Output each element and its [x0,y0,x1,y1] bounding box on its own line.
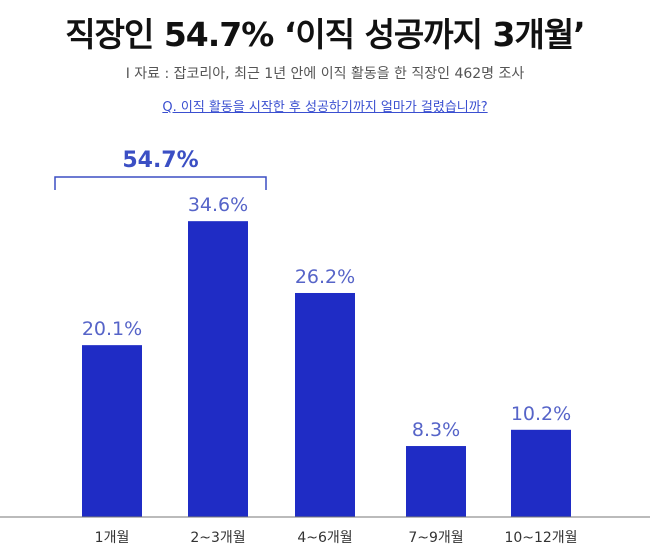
survey-question: Q. 이직 활동을 시작한 후 성공하기까지 얼마가 걸렸습니까? [162,100,488,115]
chart-title: 직장인 54.7% ‘이직 성공까지 3개월’ [65,15,585,54]
source-note: I 자료 : 잡코리아, 최근 1년 안에 이직 활동을 한 직장인 462명 … [125,66,525,82]
x-tick-label: 1개월 [95,530,130,546]
bar-value-label: 34.6% [188,194,248,216]
bar [295,292,355,517]
bar [511,429,571,517]
x-tick-label: 7~9개월 [408,530,463,546]
bar-value-label: 10.2% [511,403,571,425]
bar-value-label: 26.2% [295,266,355,288]
annotation-label: 54.7% [122,148,198,173]
bar-value-label: 20.1% [82,318,142,340]
x-tick-label: 2~3개월 [190,530,245,546]
x-tick-label: 4~6개월 [297,530,352,546]
bar [406,446,466,517]
bar [188,221,248,518]
bar-value-label: 8.3% [412,419,460,441]
bar [82,345,142,517]
x-tick-label: 10~12개월 [504,530,577,546]
annotation-bracket [54,176,267,190]
